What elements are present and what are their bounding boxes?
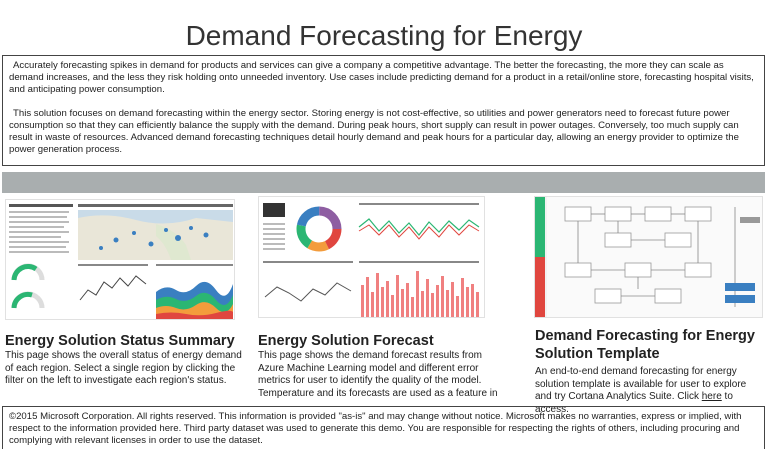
card-status-summary-text: This page shows the overall status of en…	[5, 350, 242, 387]
footer-disclaimer: ©2015 Microsoft Corporation. All rights …	[2, 406, 765, 449]
card-status-summary-title: Energy Solution Status Summary	[5, 333, 235, 349]
intro-paragraph-2: This solution focuses on demand forecast…	[9, 108, 739, 155]
card-template-text: An end-to-end demand forecasting for ene…	[535, 366, 760, 416]
page-title: Demand Forecasting for Energy	[185, 20, 583, 51]
forecast-thumbnail-svg	[259, 197, 484, 317]
intro-box: Accurately forecasting spikes in demand …	[2, 55, 765, 166]
status-summary-dashboard-image[interactable]	[5, 199, 235, 320]
divider-bar	[2, 172, 765, 193]
card-template-text-before: An end-to-end demand forecasting for ene…	[535, 366, 747, 403]
card-template-text-after: to access.	[535, 391, 733, 415]
status-summary-thumbnail-svg	[6, 200, 234, 319]
card-forecast-title: Energy Solution Forecast	[258, 333, 434, 349]
solution-template-diagram-image[interactable]	[534, 196, 763, 318]
forecast-dashboard-image[interactable]	[258, 196, 485, 318]
card-template-title: Demand Forecasting for Energy Solution T…	[535, 328, 755, 362]
intro-paragraph-1: Accurately forecasting spikes in demand …	[9, 60, 754, 95]
template-here-link[interactable]: here	[701, 391, 722, 403]
template-thumbnail-svg	[535, 197, 762, 317]
card-forecast-text: This page shows the demand forecast resu…	[258, 350, 498, 399]
